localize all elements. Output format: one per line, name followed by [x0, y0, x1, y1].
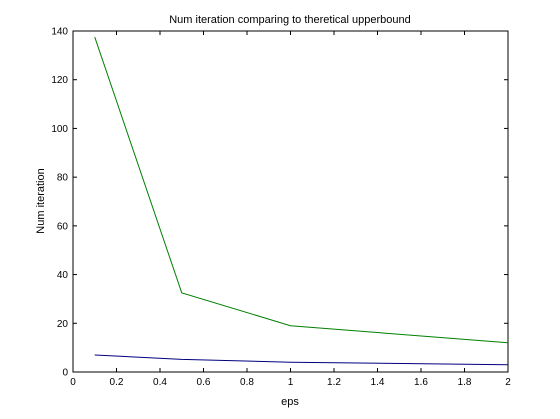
x-tick-label: 1 — [288, 377, 294, 388]
x-tick-label: 1.8 — [458, 377, 472, 388]
x-tick-label: 1.6 — [414, 377, 428, 388]
x-tick-label: 1.2 — [327, 377, 341, 388]
x-tick-label: 0.4 — [153, 377, 167, 388]
x-tick-label: 0.6 — [197, 377, 211, 388]
plot-area — [72, 30, 509, 373]
x-tick-label: 0 — [70, 377, 76, 388]
chart-title: Num iteration comparing to theretical up… — [169, 14, 411, 26]
x-tick-label: 1.4 — [371, 377, 385, 388]
ticks-layer: 0 0.2 0.4 0.6 0.8 1 1.2 1.4 1.6 1.8 20204060801001… — [51, 27, 511, 389]
series-layer — [94, 36, 509, 366]
x-tick-label: 0.2 — [110, 377, 124, 388]
x-axis-label: eps — [281, 396, 299, 408]
series-2-line — [94, 354, 509, 366]
y-tick-label: 120 — [51, 75, 68, 86]
y-axis-label: Num iteration — [35, 168, 47, 233]
y-tick-label: 0 — [62, 368, 68, 379]
y-tick-label: 60 — [57, 221, 69, 232]
y-tick-label: 100 — [51, 124, 68, 135]
y-tick-label: 20 — [57, 319, 69, 330]
series-1-line — [94, 36, 509, 344]
y-tick-label: 40 — [57, 270, 69, 281]
y-tick-label: 80 — [57, 173, 69, 184]
y-tick-label: 140 — [51, 27, 68, 38]
x-tick-label: 2 — [505, 377, 511, 388]
x-tick-label: 0.8 — [240, 377, 254, 388]
